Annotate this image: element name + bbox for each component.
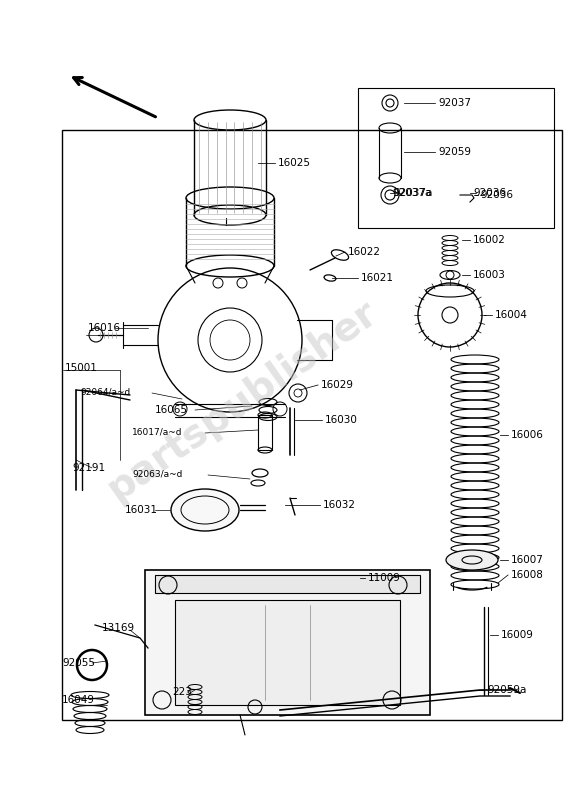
Text: 13169: 13169 xyxy=(102,623,135,633)
Text: 223: 223 xyxy=(172,687,192,697)
Text: 92063/a~d: 92063/a~d xyxy=(132,470,183,478)
Text: 16004: 16004 xyxy=(495,310,528,320)
Text: 16002: 16002 xyxy=(473,235,506,245)
Ellipse shape xyxy=(171,489,239,531)
Text: 92059: 92059 xyxy=(438,147,471,157)
Bar xyxy=(358,88,554,228)
Text: 92037: 92037 xyxy=(438,98,471,108)
Text: 92191: 92191 xyxy=(72,463,105,473)
Text: partspublisher: partspublisher xyxy=(101,293,385,507)
Text: 16016: 16016 xyxy=(88,323,121,333)
Text: 16021: 16021 xyxy=(361,273,394,283)
Text: 92037a: 92037a xyxy=(392,188,431,198)
Text: 16017/a~d: 16017/a~d xyxy=(132,427,183,437)
Text: 16022: 16022 xyxy=(348,247,381,257)
Text: 16006: 16006 xyxy=(511,430,544,440)
Text: 16049: 16049 xyxy=(62,695,95,705)
Text: 16009: 16009 xyxy=(501,630,534,640)
Text: 16030: 16030 xyxy=(325,415,358,425)
Text: 16025: 16025 xyxy=(278,158,311,168)
Text: 16029: 16029 xyxy=(321,380,354,390)
Text: 92036: 92036 xyxy=(480,190,513,200)
Text: 92037a: 92037a xyxy=(393,188,432,198)
Text: 16031: 16031 xyxy=(125,505,158,515)
Text: 16007: 16007 xyxy=(511,555,544,565)
Text: 92055: 92055 xyxy=(62,658,95,668)
Text: 92059a: 92059a xyxy=(487,685,527,695)
Text: 92064/a~d: 92064/a~d xyxy=(80,387,130,397)
Text: 11009: 11009 xyxy=(368,573,401,583)
Text: 16003: 16003 xyxy=(473,270,506,280)
Bar xyxy=(62,130,562,720)
Bar xyxy=(145,570,430,715)
Ellipse shape xyxy=(446,550,498,570)
Text: 16008: 16008 xyxy=(511,570,544,580)
Bar xyxy=(155,575,420,593)
Bar xyxy=(175,600,400,705)
Bar xyxy=(258,415,272,450)
Text: 16032: 16032 xyxy=(323,500,356,510)
Text: 92036: 92036 xyxy=(473,188,506,198)
Text: 15001: 15001 xyxy=(65,363,98,373)
Text: 16065: 16065 xyxy=(155,405,188,415)
